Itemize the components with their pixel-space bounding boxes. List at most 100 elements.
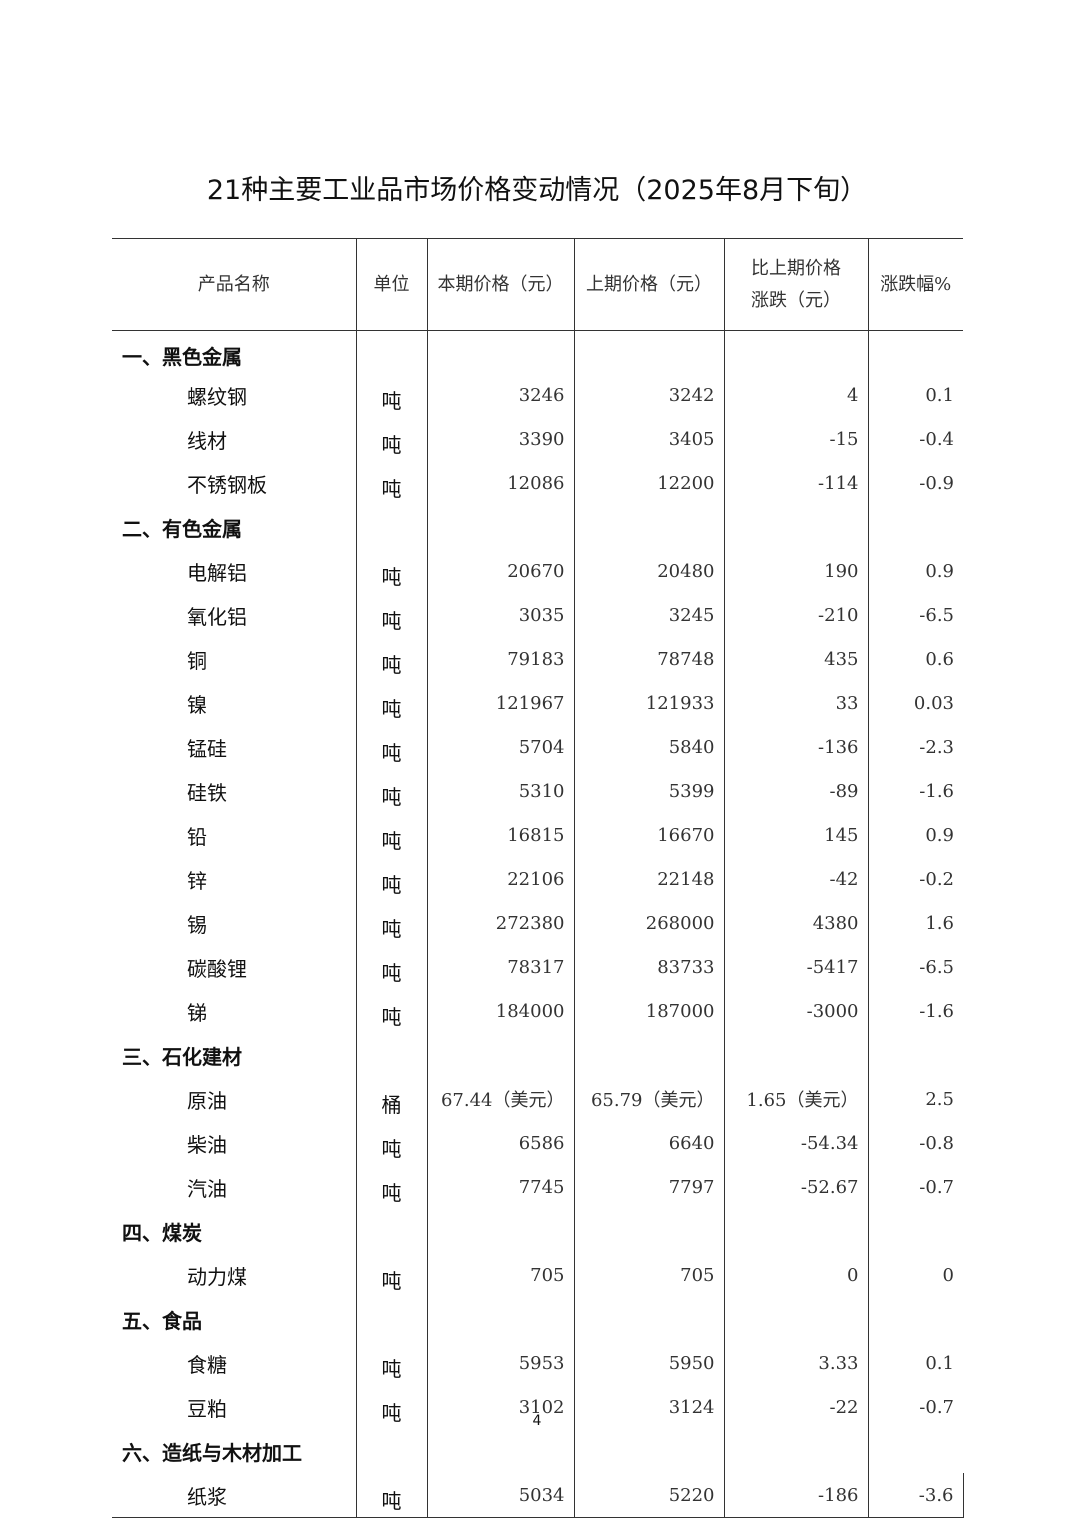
- current-price-cell: 5953: [427, 1341, 575, 1385]
- price-change-cell: 435: [724, 637, 869, 681]
- product-name-cell: 食糖: [112, 1341, 357, 1385]
- unit-cell: 吨: [356, 813, 428, 857]
- product-name-cell: 原油: [112, 1077, 357, 1121]
- current-price-cell: 3102: [427, 1385, 575, 1429]
- table-row: 食糖吨 5953 5950 3.33 0.1: [112, 1341, 963, 1385]
- previous-price-cell: 12200: [574, 461, 725, 505]
- unit-cell: 吨: [356, 681, 428, 725]
- unit-cell: [356, 1033, 428, 1077]
- unit-cell: 吨: [356, 461, 428, 505]
- product-name-cell: 四、煤炭: [112, 1209, 357, 1253]
- unit-cell: 桶: [356, 1077, 428, 1121]
- price-change-cell: 4: [724, 373, 869, 417]
- header-current-price: 本期价格（元）: [427, 238, 575, 331]
- previous-price-cell: 20480: [574, 549, 725, 593]
- unit-cell: 吨: [356, 593, 428, 637]
- change-percent-cell: -0.8: [919, 1132, 954, 1154]
- change-percent-cell: 0.1: [925, 1352, 954, 1374]
- table-row: 锡吨 272380 268000 4380 1.6: [112, 901, 963, 945]
- table-row: 线材吨 3390 3405 -15 -0.4: [112, 417, 963, 461]
- previous-price-cell: 5950: [574, 1341, 725, 1385]
- previous-price-cell: 3405: [574, 417, 725, 461]
- price-change-cell: -114: [724, 461, 869, 505]
- unit-cell: 吨: [356, 857, 428, 901]
- unit-cell: [356, 330, 428, 373]
- change-percent-cell: -1.6: [919, 780, 954, 802]
- unit-cell: 吨: [356, 989, 428, 1033]
- unit-cell: 吨: [356, 417, 428, 461]
- current-price-cell: 5704: [427, 725, 575, 769]
- unit-cell: 吨: [356, 769, 428, 813]
- price-table: 产品名称 单位 本期价格（元） 上期价格（元） 比上期价格涨跌（元） 涨跌幅% …: [112, 238, 964, 1518]
- unit-cell: [356, 505, 428, 549]
- unit-cell: 吨: [356, 373, 428, 417]
- price-change-cell: -5417: [724, 945, 869, 989]
- price-change-cell: -136: [724, 725, 869, 769]
- unit-cell: [356, 1429, 428, 1473]
- change-percent-cell: -3.6: [868, 1473, 964, 1518]
- change-percent-cell: 0.1: [925, 384, 954, 406]
- price-change-cell: [724, 1297, 869, 1341]
- page-number: 4: [532, 1413, 542, 1429]
- current-price-cell: 5034: [427, 1473, 575, 1518]
- category-row: 三、石化建材: [112, 1033, 963, 1077]
- category-row: 四、煤炭: [112, 1209, 963, 1253]
- category-row: 五、食品: [112, 1297, 963, 1341]
- table-row: 豆粕吨 3102 3124 -22 -0.7: [112, 1385, 963, 1429]
- product-name-cell: 线材: [112, 417, 357, 461]
- table-row: 柴油吨 6586 6640 -54.34 -0.8: [112, 1121, 963, 1165]
- category-row: 二、有色金属: [112, 505, 963, 549]
- previous-price-cell: [574, 330, 725, 373]
- product-name-cell: 六、造纸与木材加工: [112, 1429, 357, 1473]
- previous-price-cell: 3124: [574, 1385, 725, 1429]
- unit-cell: 吨: [356, 637, 428, 681]
- table-row: 镍吨 121967 121933 33 0.03: [112, 681, 963, 725]
- table-row: 硅铁吨 5310 5399 -89 -1.6: [112, 769, 963, 813]
- table-row: 锑吨 184000 187000 -3000 -1.6: [112, 989, 963, 1033]
- unit-cell: 吨: [356, 1165, 428, 1209]
- change-percent-cell: 0.9: [925, 560, 954, 582]
- current-price-cell: [427, 505, 575, 549]
- change-percent-cell: [868, 331, 963, 374]
- header-unit: 单位: [356, 238, 428, 331]
- product-name-cell: 锰硅: [112, 725, 357, 769]
- unit-cell: 吨: [356, 725, 428, 769]
- previous-price-cell: [574, 1429, 725, 1473]
- current-price-cell: 5310: [427, 769, 575, 813]
- price-change-cell: 33: [724, 681, 869, 725]
- previous-price-cell: [574, 1033, 725, 1077]
- previous-price-cell: 7797: [574, 1165, 725, 1209]
- current-price-cell: 16815: [427, 813, 575, 857]
- table-row: 铜吨 79183 78748 435 0.6: [112, 637, 963, 681]
- current-price-cell: [427, 1033, 575, 1077]
- change-percent-cell: [868, 1297, 963, 1341]
- price-change-cell: -52.67: [724, 1165, 869, 1209]
- unit-cell: 吨: [356, 945, 428, 989]
- change-percent-cell: [868, 1209, 963, 1253]
- previous-price-cell: 22148: [574, 857, 725, 901]
- unit-cell: 吨: [356, 901, 428, 945]
- change-percent-cell: 2.5: [925, 1088, 954, 1110]
- change-percent-cell: -0.9: [919, 472, 954, 494]
- change-percent-cell: 1.6: [925, 912, 954, 934]
- product-name-cell: 不锈钢板: [112, 461, 357, 505]
- price-change-cell: 1.65（美元）: [724, 1077, 869, 1121]
- price-change-cell: -15: [724, 417, 869, 461]
- previous-price-cell: 16670: [574, 813, 725, 857]
- change-percent-cell: -0.2: [919, 868, 954, 890]
- current-price-cell: 78317: [427, 945, 575, 989]
- table-row: 铅吨 16815 16670 145 0.9: [112, 813, 963, 857]
- previous-price-cell: 705: [574, 1253, 725, 1297]
- unit-cell: 吨: [356, 1253, 428, 1297]
- current-price-cell: 22106: [427, 857, 575, 901]
- table-row: 锌吨 22106 22148 -42 -0.2: [112, 857, 963, 901]
- current-price-cell: 121967: [427, 681, 575, 725]
- product-name-cell: 铜: [112, 637, 357, 681]
- previous-price-cell: 3245: [574, 593, 725, 637]
- price-change-cell: [724, 1429, 869, 1473]
- current-price-cell: 7745: [427, 1165, 575, 1209]
- header-product-name: 产品名称: [112, 238, 357, 331]
- previous-price-cell: [574, 505, 725, 549]
- previous-price-cell: 65.79（美元）: [574, 1077, 725, 1121]
- current-price-cell: 20670: [427, 549, 575, 593]
